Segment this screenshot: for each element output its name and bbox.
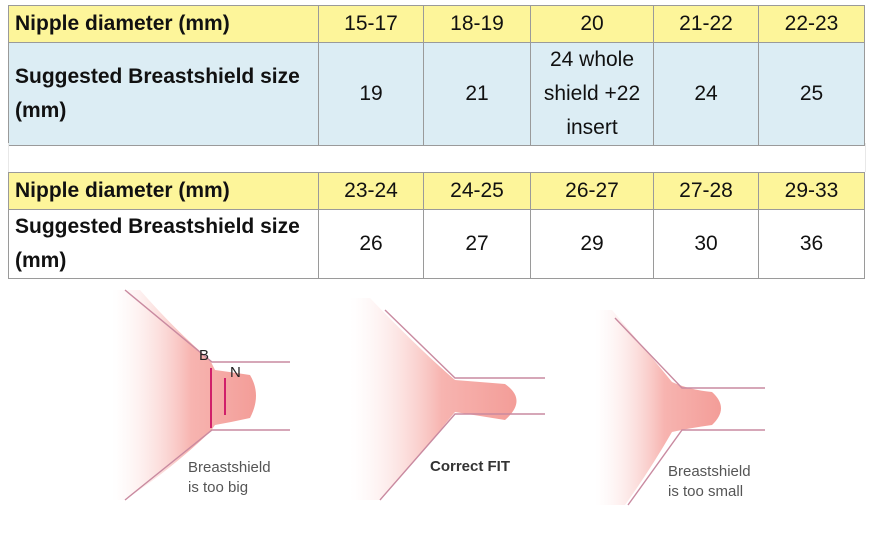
cell: 30	[653, 209, 759, 279]
row-header: Suggested Breastshield size (mm)	[8, 42, 319, 146]
cell: 20	[530, 5, 654, 43]
cell: 23-24	[318, 172, 424, 210]
cell: 29-33	[758, 172, 865, 210]
row-header: Nipple diameter (mm)	[8, 172, 319, 210]
caption: is too big	[188, 479, 248, 496]
fit-table: Nipple diameter (mm) 15-17 18-19 20 21-22 22-…	[8, 5, 865, 146]
cell: 21-22	[653, 5, 759, 43]
cell: 22-23	[758, 5, 865, 43]
figure-too-big: B N Breastshield is too big	[112, 289, 290, 501]
cell: 25	[758, 42, 865, 146]
row-header: Nipple diameter (mm)	[8, 5, 319, 43]
cell: 27	[423, 209, 531, 279]
cell: 19	[318, 42, 424, 146]
table-row: Suggested Breastshield size (mm) 26 27 29 30…	[8, 209, 865, 279]
table-row: Nipple diameter (mm) 23-24 24-25 26-27 27-28…	[8, 172, 865, 210]
figure-correct: Correct FIT	[350, 298, 545, 501]
table-row: Nipple diameter (mm) 15-17 18-19 20 21-22 22-…	[8, 5, 865, 43]
cell: 27-28	[653, 172, 759, 210]
label-n: N	[230, 364, 241, 381]
cell: 26-27	[530, 172, 654, 210]
caption: Breastshield	[188, 459, 271, 476]
cell: 36	[758, 209, 865, 279]
figure-too-small: Breastshield is too small	[595, 310, 765, 506]
label-b: B	[199, 347, 209, 364]
cell: 29	[530, 209, 654, 279]
cell: 24	[653, 42, 759, 146]
cell: 24 whole shield +22 insert	[530, 42, 654, 146]
fit-table: Nipple diameter (mm) 23-24 24-25 26-27 27-28…	[8, 172, 865, 279]
cell: 24-25	[423, 172, 531, 210]
spacer	[8, 143, 866, 172]
cell: 26	[318, 209, 424, 279]
caption: is too small	[668, 483, 743, 500]
table-row: Suggested Breastshield size (mm) 19 21 24 w…	[8, 42, 865, 146]
cell: 21	[423, 42, 531, 146]
row-header: Suggested Breastshield size (mm)	[8, 209, 319, 279]
caption: Correct FIT	[430, 458, 510, 475]
caption: Breastshield	[668, 463, 751, 480]
